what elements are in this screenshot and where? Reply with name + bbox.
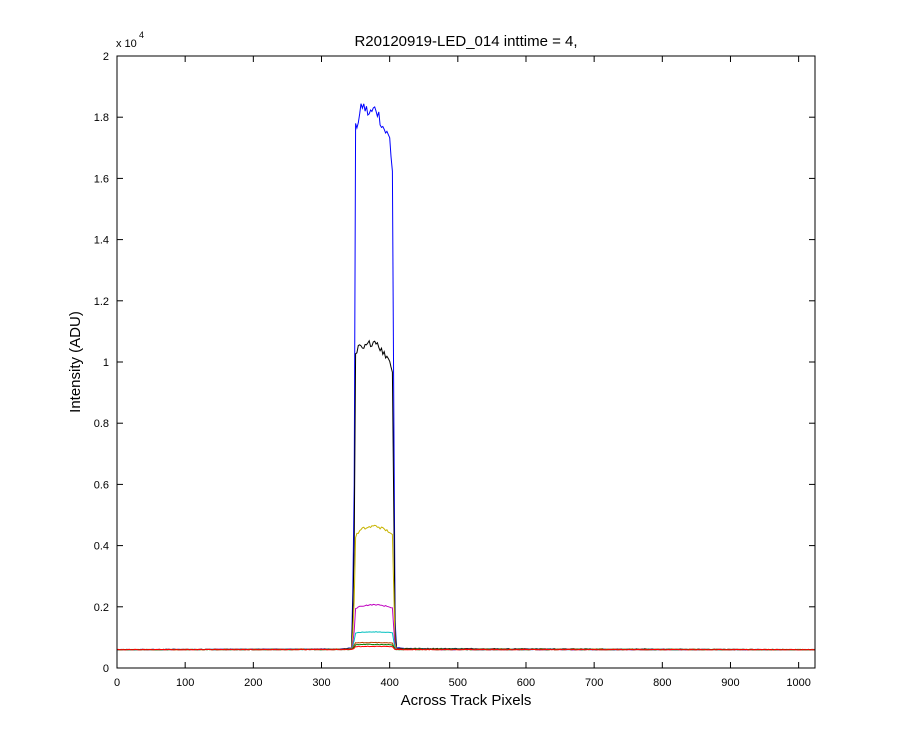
- x-tick-label: 100: [176, 677, 194, 689]
- y-multiplier-exponent: 4: [139, 30, 144, 40]
- x-axis: 0 100 200 300 400 500 600 700 800 900 1000: [114, 56, 811, 689]
- x-tick-label: 1000: [786, 677, 810, 689]
- y-tick-label: 1.4: [94, 235, 109, 247]
- x-axis-label: Across Track Pixels: [401, 692, 532, 709]
- x-tick-label: 800: [653, 677, 671, 689]
- series-line-1: [116, 103, 816, 651]
- x-tick-label: 900: [721, 677, 739, 689]
- y-tick-label: 1.2: [94, 296, 109, 308]
- chart-title: R20120919-LED_014 inttime = 4,: [354, 33, 577, 50]
- series-line-8: [116, 645, 816, 651]
- series-line-4: [116, 603, 816, 651]
- x-tick-label: 200: [244, 677, 262, 689]
- y-multiplier-base: x 10: [116, 38, 137, 50]
- y-axis: 0 0.2 0.4 0.6 0.8 1 1.2 1.4 1.6 1.8 2: [94, 51, 815, 675]
- y-tick-label: 0.8: [94, 418, 109, 430]
- y-tick-label: 1: [103, 357, 109, 369]
- plot-frame: [116, 55, 816, 669]
- y-tick-label: 2: [103, 51, 109, 63]
- x-tick-label: 600: [517, 677, 535, 689]
- x-tick-label: 300: [312, 677, 330, 689]
- series-line-5: [117, 631, 816, 651]
- y-tick-label: 0.2: [94, 602, 109, 614]
- x-tick-label: 500: [449, 677, 467, 689]
- y-tick-label: 0.4: [94, 541, 109, 553]
- y-tick-label: 0: [103, 663, 109, 675]
- x-tick-label: 0: [114, 677, 120, 689]
- y-tick-label: 0.6: [94, 479, 109, 491]
- series-layer: [116, 103, 816, 651]
- y-axis-label: Intensity (ADU): [67, 311, 84, 413]
- x-tick-label: 400: [380, 677, 398, 689]
- y-multiplier: x 10 4: [116, 30, 144, 50]
- x-tick-label: 700: [585, 677, 603, 689]
- y-tick-label: 1.6: [94, 173, 109, 185]
- y-tick-label: 1.8: [94, 112, 109, 124]
- series-line-3: [116, 524, 815, 651]
- series-line-2: [116, 339, 816, 651]
